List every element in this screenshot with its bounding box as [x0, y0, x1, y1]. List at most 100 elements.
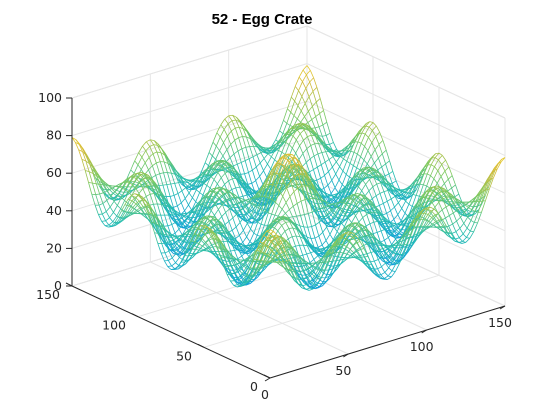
mesh-line — [288, 209, 293, 217]
grid-line — [71, 25, 308, 99]
mesh-line — [155, 175, 160, 186]
mesh-line — [241, 250, 246, 254]
mesh-line — [285, 222, 290, 229]
mesh-line — [174, 182, 179, 184]
mesh-line — [109, 206, 114, 213]
mesh-line — [221, 167, 226, 174]
mesh-line — [174, 213, 178, 215]
mesh-line — [149, 144, 154, 147]
mesh-line — [238, 265, 244, 270]
mesh-line — [250, 228, 255, 234]
mesh-line — [315, 113, 320, 117]
mesh-line — [322, 121, 328, 126]
grid-line — [71, 63, 308, 137]
mesh-line — [231, 197, 237, 205]
mesh-line — [214, 203, 219, 210]
mesh-line — [244, 201, 249, 207]
mesh-line — [203, 215, 208, 219]
mesh-line — [78, 149, 83, 160]
mesh-line — [207, 244, 212, 248]
mesh-line — [282, 196, 287, 203]
mesh-line — [144, 214, 149, 220]
mesh-line — [98, 203, 104, 206]
mesh-line — [250, 218, 255, 230]
mesh-line — [121, 187, 126, 191]
mesh-line — [174, 240, 179, 245]
mesh-line — [235, 222, 241, 228]
mesh-line — [143, 178, 148, 186]
mesh-line — [293, 191, 298, 204]
mesh-line — [293, 115, 298, 120]
mesh-line — [207, 174, 211, 177]
mesh-line — [203, 206, 209, 217]
mesh-line — [232, 276, 237, 279]
mesh-line — [182, 236, 187, 242]
mesh-line — [208, 142, 214, 153]
mesh-line — [229, 205, 234, 210]
mesh-line — [131, 188, 137, 196]
mesh-line — [318, 232, 324, 237]
mesh-line — [249, 202, 254, 210]
mesh-line — [84, 170, 89, 183]
mesh-line — [282, 141, 286, 143]
mesh-line — [196, 222, 201, 225]
mesh-line — [209, 179, 215, 189]
mesh-line — [237, 201, 242, 204]
mesh-line — [156, 203, 162, 216]
mesh-line — [310, 135, 316, 144]
mesh-line — [201, 238, 207, 243]
mesh-line — [113, 212, 118, 217]
mesh-line — [225, 198, 229, 201]
grid-line — [150, 261, 349, 355]
mesh-line — [135, 196, 140, 202]
mesh-line — [213, 179, 218, 185]
mesh-line — [219, 150, 224, 157]
mesh-line — [167, 224, 172, 227]
mesh-line — [154, 232, 159, 234]
mesh-line — [237, 281, 242, 286]
mesh-line — [119, 220, 123, 224]
mesh-line — [195, 181, 201, 191]
mesh-line — [219, 189, 224, 195]
mesh-line — [219, 136, 224, 143]
mesh-line — [325, 234, 331, 241]
mesh-line — [240, 121, 245, 127]
mesh-line — [90, 163, 95, 169]
mesh-line — [294, 76, 300, 87]
mesh-line — [238, 279, 243, 284]
mesh-line — [199, 218, 204, 224]
mesh-line — [236, 164, 242, 175]
mesh-line — [217, 219, 222, 226]
mesh-line — [308, 96, 313, 107]
mesh-line — [190, 233, 195, 241]
mesh-line — [82, 151, 87, 162]
mesh-line — [221, 212, 226, 217]
mesh-line — [202, 221, 206, 225]
mesh-line — [166, 184, 171, 197]
mesh-line — [230, 167, 235, 170]
mesh-line — [241, 281, 245, 284]
mesh-line — [310, 145, 315, 157]
mesh-line — [188, 254, 193, 257]
mesh-line — [307, 134, 312, 137]
mesh-line — [164, 236, 170, 245]
mesh-line — [109, 217, 114, 222]
mesh-line — [195, 249, 200, 255]
mesh-line — [259, 158, 265, 164]
mesh-line — [190, 227, 196, 235]
mesh-line — [333, 142, 338, 150]
mesh-line — [163, 201, 168, 205]
mesh-line — [268, 212, 272, 215]
mesh-line — [251, 188, 256, 192]
mesh-line — [234, 250, 239, 259]
mesh-line — [86, 155, 91, 162]
mesh-line — [188, 255, 193, 261]
mesh-line — [171, 241, 176, 245]
mesh-line — [152, 165, 157, 176]
mesh-line — [203, 217, 208, 220]
mesh-line — [189, 183, 194, 188]
mesh-line — [146, 184, 151, 186]
mesh-line — [202, 242, 207, 247]
mesh-line — [133, 164, 139, 174]
mesh-line — [233, 153, 238, 165]
